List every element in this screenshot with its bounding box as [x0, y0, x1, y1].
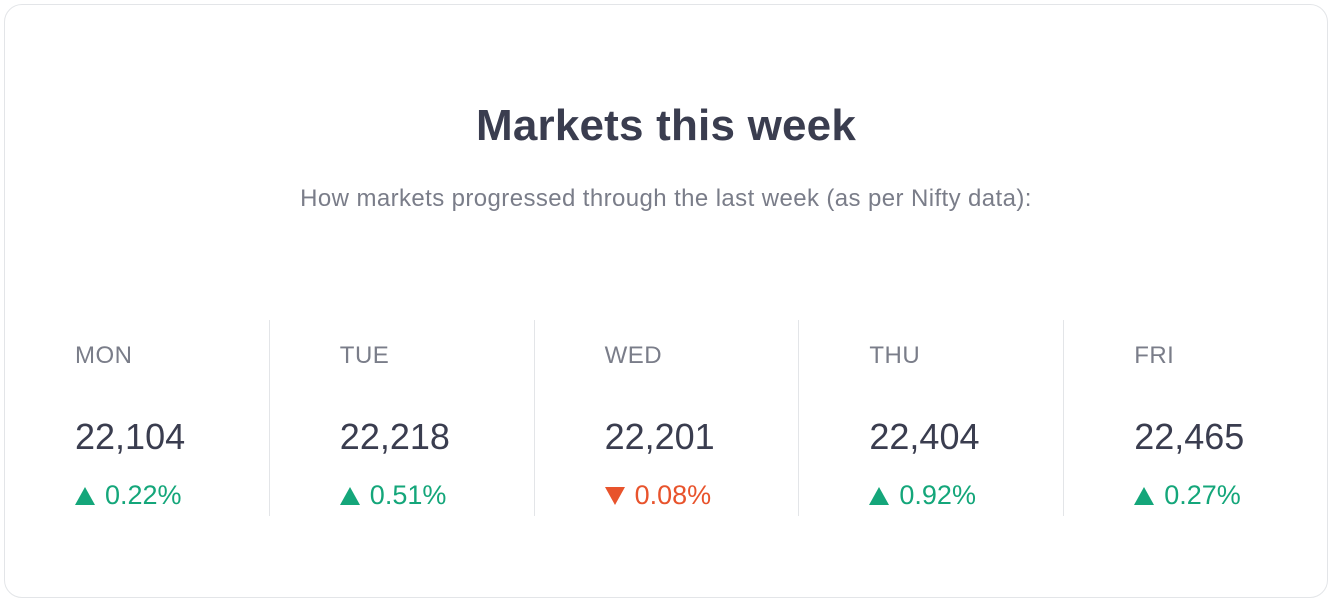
triangle-down-icon	[604, 486, 625, 505]
days-row: MON 22,104 0.22% TUE 22,218 0.51% WED 22…	[4, 320, 1328, 516]
day-label: THU	[869, 342, 921, 369]
day-value: 22,404	[869, 416, 980, 457]
day-change-value: 0.22%	[105, 480, 182, 510]
day-change-value: 0.51%	[369, 480, 447, 510]
day-value: 22,465	[1134, 416, 1245, 457]
day-column-mon: MON 22,104 0.22%	[4, 320, 269, 516]
day-change-value: 0.27%	[1164, 480, 1241, 510]
day-change: 0.27%	[1134, 480, 1241, 511]
triangle-up-icon	[1134, 486, 1155, 505]
triangle-up-icon	[869, 486, 890, 505]
markets-card: Markets this week How markets progressed…	[4, 4, 1328, 598]
day-value: 22,218	[339, 416, 450, 457]
day-column-thu: THU 22,404 0.92%	[798, 320, 1063, 516]
day-label: FRI	[1134, 342, 1175, 369]
day-column-tue: TUE 22,218 0.51%	[268, 320, 534, 516]
page-subtitle: How markets progressed through the last …	[300, 185, 1032, 212]
day-change: 0.92%	[869, 480, 976, 511]
day-value: 22,201	[604, 416, 715, 457]
day-label: WED	[604, 342, 663, 369]
day-column-wed: WED 22,201 0.08%	[533, 320, 799, 516]
day-change: 0.51%	[339, 480, 447, 511]
day-change-value: 0.92%	[899, 480, 976, 510]
day-change: 0.08%	[604, 480, 712, 511]
day-value: 22,104	[75, 416, 186, 457]
day-change-value: 0.08%	[634, 480, 712, 510]
day-column-fri: FRI 22,465 0.27%	[1063, 320, 1328, 516]
triangle-up-icon	[75, 486, 95, 505]
day-label: TUE	[339, 342, 390, 369]
triangle-up-icon	[339, 486, 360, 505]
day-change: 0.22%	[75, 480, 182, 511]
page-title: Markets this week	[475, 101, 857, 150]
day-label: MON	[75, 342, 133, 369]
